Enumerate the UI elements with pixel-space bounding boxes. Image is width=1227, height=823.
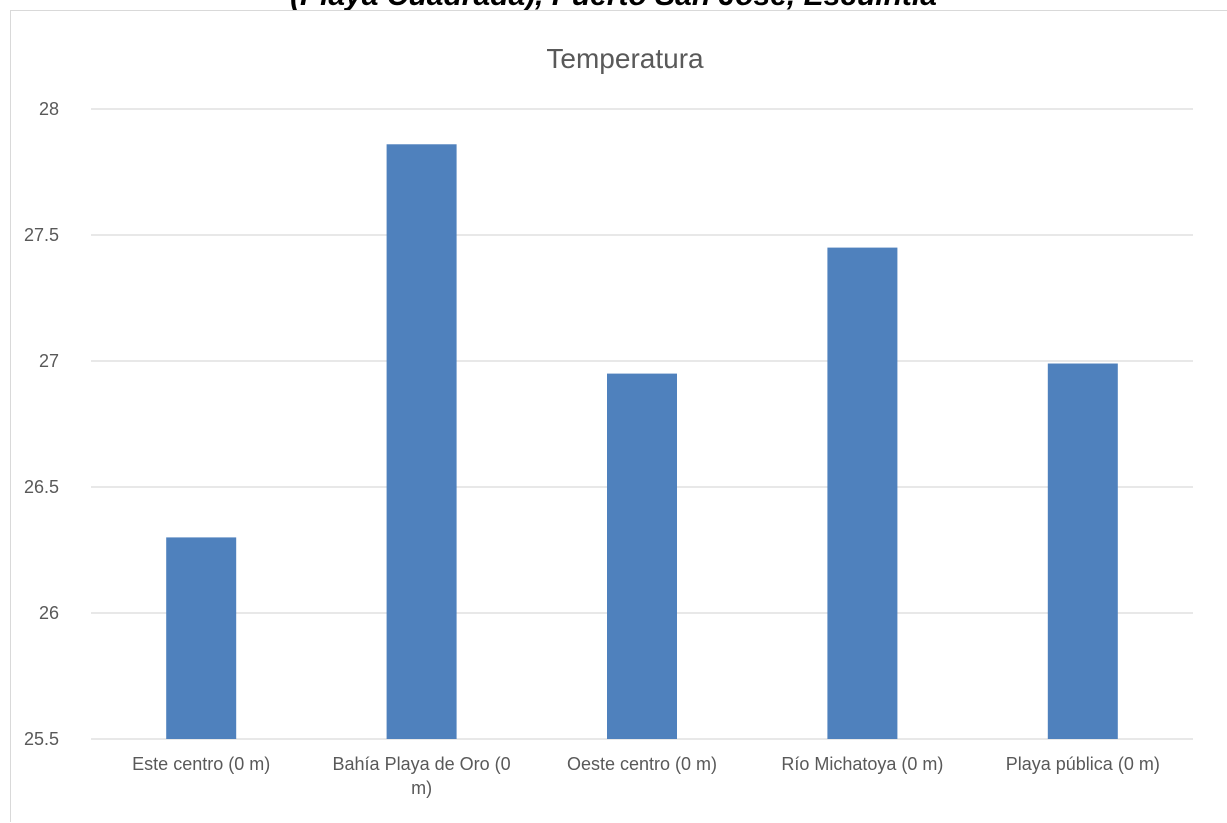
bar-chart: Temperatura 25.5 26 26.5 27 27.5 28 Este cent… (24, 43, 1193, 798)
x-category-label: Bahía Playa de Oro (0 (333, 754, 511, 774)
bars (166, 144, 1118, 739)
y-tick-label: 25.5 (24, 729, 59, 749)
clipped-page-heading: (Playa Cuadrada), Puerto San José, Escui… (0, 0, 1227, 14)
bar (166, 537, 237, 739)
x-category-label: Playa pública (0 m) (1006, 754, 1160, 774)
bar (827, 247, 898, 739)
x-category-label: Oeste centro (0 m) (567, 754, 717, 774)
x-axis-labels: Este centro (0 m) Bahía Playa de Oro (0 m)… (132, 754, 1160, 798)
y-axis-ticks: 25.5 26 26.5 27 27.5 28 (24, 99, 59, 749)
x-category-label: m) (411, 778, 432, 798)
chart-area: Temperatura 25.5 26 26.5 27 27.5 28 Este cent… (10, 10, 1227, 822)
bar (607, 373, 677, 739)
y-tick-label: 27.5 (24, 225, 59, 245)
y-tick-label: 27 (39, 351, 59, 371)
y-tick-label: 28 (39, 99, 59, 119)
bar (1047, 363, 1118, 739)
x-category-label: Río Michatoya (0 m) (781, 754, 943, 774)
chart-title: Temperatura (546, 43, 704, 74)
y-tick-label: 26.5 (24, 477, 59, 497)
bar (386, 144, 457, 739)
x-category-label: Este centro (0 m) (132, 754, 270, 774)
y-tick-label: 26 (39, 603, 59, 623)
